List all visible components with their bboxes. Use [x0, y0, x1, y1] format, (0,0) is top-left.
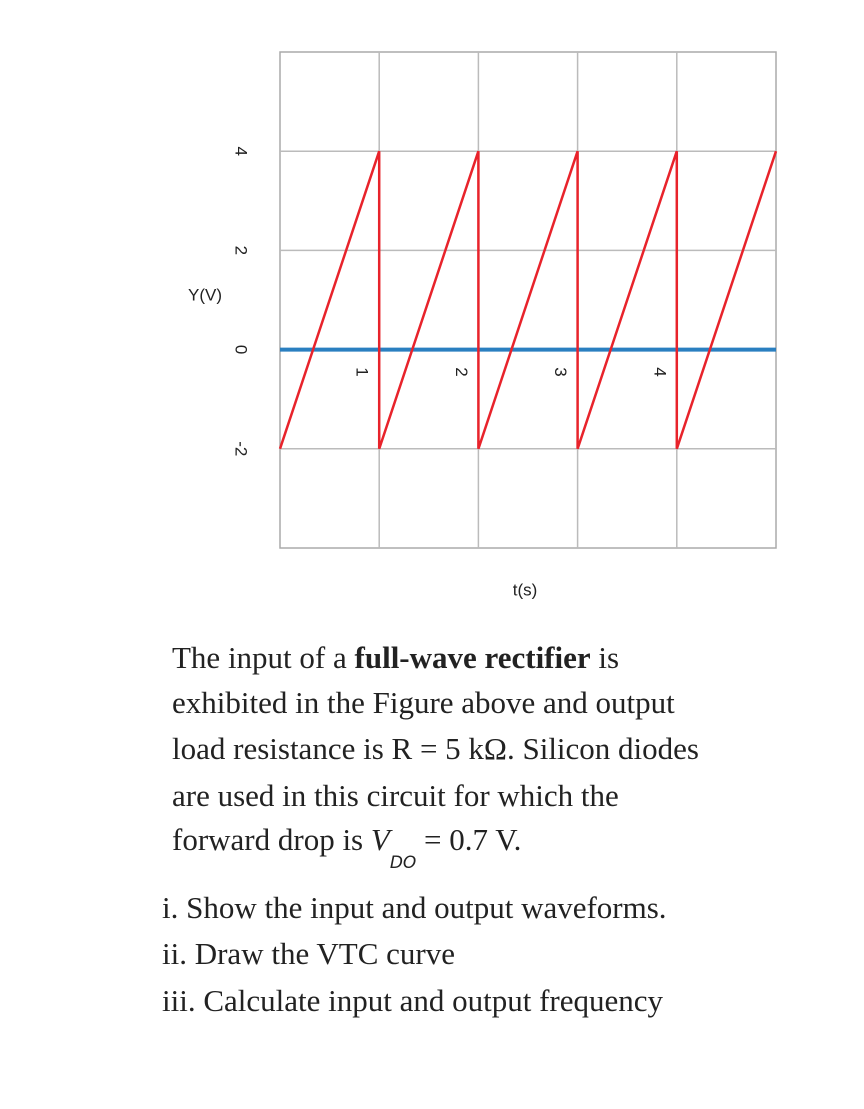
data-line — [278, 150, 778, 450]
y-tick-label: -2 — [232, 441, 251, 456]
x-tick-label: 1 — [353, 367, 372, 376]
x-tick-label: 4 — [650, 367, 669, 376]
x-tick-label: 2 — [452, 367, 471, 376]
bold-text: full-wave rectifier — [354, 640, 591, 675]
question-item: i. Show the input and output waveforms. — [162, 890, 667, 925]
question-line: are used in this circuit for which the — [172, 778, 619, 813]
x-axis-label: t(s) — [513, 580, 538, 599]
y-tick-label: 0 — [232, 345, 251, 354]
y-axis-label: Y(V) — [188, 285, 222, 304]
subscript: DO — [389, 853, 417, 873]
x-tick-label: 3 — [551, 367, 570, 376]
question-line: exhibited in the Figure above and output — [172, 685, 675, 720]
question-item: ii. Draw the VTC curve — [162, 936, 455, 971]
text: is — [590, 640, 620, 675]
question-line: forward drop is VDO = 0.7 V. — [172, 822, 522, 873]
y-tick-label: 4 — [232, 146, 251, 155]
symbol: V — [370, 822, 390, 857]
question-line: load resistance is R = 5 kΩ. Silicon dio… — [172, 731, 699, 766]
y-tick-label: 2 — [232, 246, 251, 255]
text: = 0.7 V. — [416, 822, 522, 857]
text: The input of a — [172, 640, 355, 675]
plot-frame — [279, 51, 777, 549]
question-item: iii. Calculate input and output frequenc… — [162, 983, 664, 1018]
text: forward drop is — [172, 822, 371, 857]
chart: Y(V) t(s) -2 0 2 4 1 2 3 4 — [188, 51, 778, 599]
question-line: The input of a full-wave rectifier is — [172, 640, 619, 676]
